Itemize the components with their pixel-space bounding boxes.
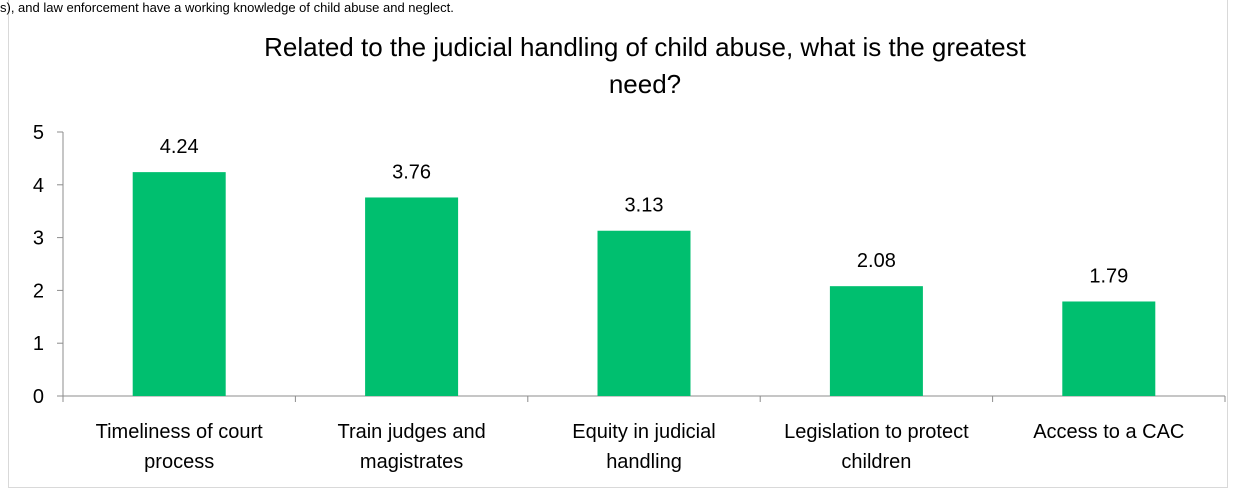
y-tick-label: 3 [33,228,44,250]
bar [365,197,459,396]
data-label: 1.79 [1089,265,1128,287]
chart-frame [8,0,1228,488]
bar-series [132,172,1156,396]
y-tick-label: 4 [33,175,44,197]
chart-title-line: need? [609,69,681,99]
bar [1062,301,1156,396]
category-labels: Timeliness of court process Train judges a… [96,421,1185,473]
y-tick-label: 5 [33,122,44,144]
category-label: children [841,451,911,473]
y-tick-label: 0 [33,386,44,408]
category-label: handling [606,451,682,473]
y-axis: 0 1 2 3 4 5 [33,122,64,408]
category-label: Timeliness of court [96,421,264,443]
chart-title-line: Related to the judicial handling of chil… [264,32,1026,62]
category-label: Equity in judicial [572,421,715,443]
data-labels: 4.24 3.76 3.13 2.08 1.79 [160,136,1129,287]
y-tick-label: 2 [33,280,44,302]
category-label: Train judges and [337,421,485,443]
category-label: Legislation to protect [784,421,969,443]
category-label: Access to a CAC [1033,421,1184,443]
chart-title: Related to the judicial handling of chil… [264,32,1026,99]
data-label: 3.76 [392,161,431,183]
bar [829,286,923,396]
y-tick-label: 1 [33,333,44,355]
x-axis [62,395,1226,402]
bar [132,172,226,396]
category-label: process [144,451,214,473]
category-label: magistrates [360,451,463,473]
data-label: 3.13 [625,195,664,217]
data-label: 2.08 [857,250,896,272]
data-label: 4.24 [160,136,199,158]
bar [597,230,691,396]
caption-text: s), and law enforcement have a working k… [0,0,454,15]
